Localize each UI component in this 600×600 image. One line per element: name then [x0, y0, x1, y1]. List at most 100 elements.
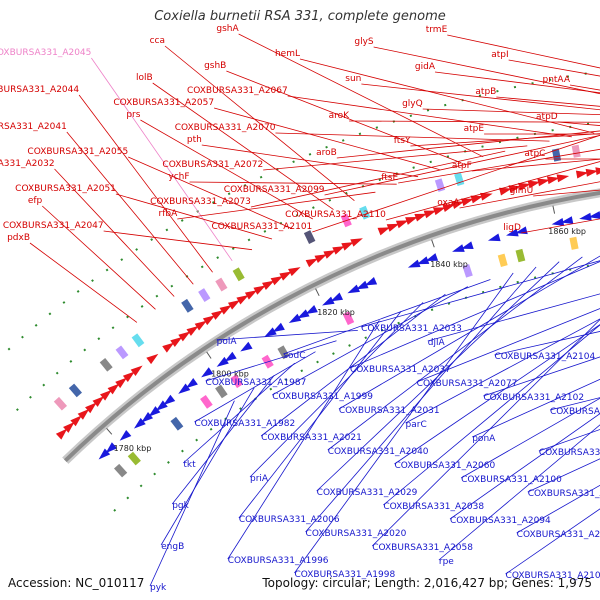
top-gene-label: COXBURSA331_A2032 — [0, 159, 55, 169]
plus-strand-gene — [162, 342, 175, 353]
bottom-leader-line — [249, 302, 424, 478]
bottom-leader-line — [371, 318, 600, 547]
outer-feature-block — [99, 357, 113, 372]
top-gene-label: ftsE — [381, 173, 398, 183]
bottom-gene-label: COXBURSA331_A2038 — [383, 502, 484, 512]
top-leader-line — [29, 242, 138, 323]
top-leader-line — [312, 134, 600, 233]
bottom-gene-label: COXBURSA331_A2105 — [506, 571, 600, 581]
plus-strand-gene — [262, 280, 275, 290]
outer-feature-block — [571, 144, 581, 158]
gene-features — [53, 144, 600, 478]
top-gene-label: aroB — [316, 148, 337, 158]
bottom-leader-line — [505, 508, 600, 575]
top-leader-line — [152, 82, 334, 210]
minus-strand-gene — [506, 228, 519, 237]
bottom-gene-label: COXBURSA331_A2104 — [494, 352, 595, 362]
outer-feature-block — [215, 277, 228, 292]
minus-strand-gene — [288, 313, 302, 323]
bottom-leader-line — [305, 266, 537, 533]
inner-feature-block — [170, 416, 184, 431]
plus-strand-gene — [130, 365, 143, 377]
bottom-leader-line — [216, 330, 358, 341]
minus-strand-gene — [272, 322, 285, 333]
plus-strand-gene — [518, 182, 531, 191]
plus-strand-gene — [170, 336, 183, 347]
bottom-gene-label: COXBURSA331_A1982 — [194, 419, 295, 429]
bottom-leader-line — [294, 272, 514, 574]
minus-strand-gene — [364, 277, 378, 286]
top-leader-line — [128, 156, 293, 230]
minus-strand-gene — [297, 309, 310, 319]
minus-strand-gene — [216, 356, 229, 367]
plus-strand-gene — [595, 167, 600, 176]
top-gene-label: sun — [345, 74, 361, 84]
inner-feature-block — [462, 264, 473, 278]
dotted-ring-1 — [16, 121, 600, 412]
kbp-tick — [206, 351, 212, 359]
top-gene-label: glmU — [510, 186, 534, 196]
bottom-leader-line — [227, 320, 380, 560]
plus-strand-gene — [377, 227, 391, 236]
plus-strand-gene — [288, 267, 301, 277]
outer-feature-block — [181, 298, 194, 313]
inner-feature-block — [515, 248, 526, 263]
plus-strand-gene — [414, 213, 428, 222]
bottom-gene-label: COXBURSA331_A2107 — [528, 489, 600, 499]
bottom-gene-label: COXBURSA331_A2031 — [339, 406, 440, 416]
top-gene-label: glyS — [354, 37, 374, 47]
top-gene-label: rfbA — [159, 209, 179, 219]
bottom-gene-label: COXBURSA331_A2058 — [372, 543, 473, 553]
top-gene-label: atpF — [452, 161, 472, 171]
ring-layers — [0, 70, 600, 512]
top-gene-label: atpC — [524, 149, 545, 159]
plus-strand-gene — [537, 178, 550, 187]
bottom-gene-label: COXBURSA331_A2060 — [394, 461, 495, 471]
top-gene-label: atpD — [536, 112, 558, 122]
minus-strand-gene — [240, 341, 253, 352]
top-leader-line — [42, 205, 156, 310]
plus-strand-gene — [350, 238, 363, 247]
outer-feature-block — [115, 345, 129, 360]
kbp-tick-label: 1780 kbp — [114, 444, 152, 453]
top-gene-label: COXBURSA331_A2067 — [187, 86, 288, 96]
plus-strand-gene — [227, 299, 241, 310]
inner-feature-block — [497, 253, 508, 268]
top-leader-line — [508, 59, 600, 77]
label-leader-lines — [29, 33, 600, 587]
bottom-leader-line — [527, 458, 600, 493]
top-gene-label: COXBURSA331_A2041 — [0, 122, 67, 132]
bottom-gene-label: COXBURSA331_A2077 — [417, 379, 518, 389]
bottom-gene-label: tkt — [183, 460, 196, 470]
bottom-leader-line — [394, 324, 600, 465]
plus-strand-gene — [508, 185, 522, 194]
plus-strand-gene — [575, 170, 589, 179]
top-gene-label: aroK — [329, 111, 351, 121]
minus-strand-gene — [460, 241, 474, 250]
minus-strand-gene — [487, 233, 501, 242]
bottom-leader-line — [183, 362, 295, 464]
minus-strand-gene — [597, 214, 600, 216]
bottom-leader-line — [483, 356, 600, 397]
plus-strand-gene — [244, 290, 258, 300]
bottom-leader-line — [427, 293, 600, 342]
top-leader-line — [336, 130, 600, 159]
bottom-gene-label: COXBURSA331_A2117 — [550, 407, 600, 417]
top-leader-line — [447, 34, 600, 69]
plus-strand-gene — [546, 176, 560, 185]
plus-strand-gene — [395, 220, 409, 229]
top-gene-label: COXBURSA331_A2055 — [27, 147, 128, 157]
bottom-leader-line — [349, 261, 600, 369]
bottom-leader-line — [238, 310, 402, 519]
plus-strand-gene — [451, 201, 465, 210]
bottom-gene-label: COXBURSA331_A2020 — [306, 529, 407, 539]
bottom-leader-line — [194, 351, 316, 423]
kbp-tick — [552, 205, 556, 214]
plus-strand-gene — [202, 315, 216, 326]
gene-labels: pdxB efp COXBURSA331_A2032 COXBURSA331_A204… — [0, 24, 600, 593]
top-leader-line — [373, 46, 600, 95]
inner-feature-block — [215, 384, 228, 399]
top-leader-line — [177, 191, 376, 220]
plus-strand-gene — [323, 250, 336, 259]
minus-strand-gene — [588, 211, 600, 219]
